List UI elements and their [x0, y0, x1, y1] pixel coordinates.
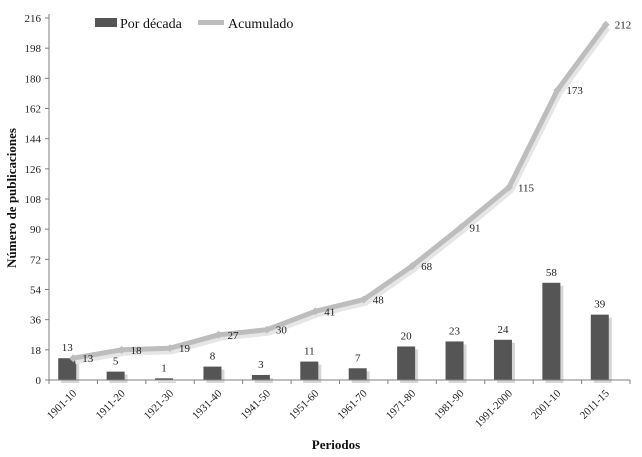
line-point [166, 344, 175, 353]
cumulative-value-label: 115 [518, 182, 535, 194]
y-tick-label: 144 [25, 134, 42, 146]
legend-label-line: Acumulado [228, 17, 293, 32]
y-tick-label: 180 [25, 73, 42, 85]
bar-value-label: 39 [594, 299, 606, 311]
bar [348, 368, 367, 380]
cumulative-value-label: 19 [179, 343, 191, 355]
y-axis-ticks: 0 18 36 54 72 90 108 126 144 162 180 198 216 [25, 13, 49, 387]
cumulative-line [70, 22, 609, 361]
cumulative-value-label: 27 [227, 330, 239, 342]
x-tick-label: 1981-90 [432, 387, 467, 422]
line-point [311, 307, 320, 316]
bar-value-label: 11 [304, 346, 315, 358]
line-series [69, 20, 611, 365]
bar-value-label: 7 [355, 352, 361, 364]
bar [155, 378, 174, 380]
x-tick-label: 1911-20 [94, 387, 128, 421]
x-tick-label: 1941-50 [239, 387, 274, 422]
bar [445, 341, 464, 380]
bar-value-label: 58 [546, 267, 558, 279]
cumulative-value-label: 13 [82, 353, 94, 365]
legend: Por década Acumulado [95, 17, 293, 32]
y-tick-label: 0 [36, 375, 42, 387]
bar [590, 314, 609, 380]
line-point [553, 86, 562, 95]
y-tick-label: 54 [30, 285, 42, 297]
line-point [456, 223, 465, 232]
legend-swatch-bars [95, 18, 117, 27]
y-axis-title: Número de publicaciones [4, 128, 19, 268]
y-tick-label: 216 [25, 13, 42, 25]
bar [542, 282, 561, 380]
bar [58, 358, 77, 380]
bar-value-label: 3 [258, 359, 264, 371]
bar [251, 374, 270, 380]
x-tick-label: 1921-30 [142, 387, 177, 422]
x-tick-label: 1991-2000 [473, 387, 516, 430]
cumulative-value-label: 91 [470, 222, 481, 234]
x-tick-label: 1951-60 [287, 387, 322, 422]
bar-value-label: 13 [62, 342, 74, 354]
x-tick-label: 1931-40 [190, 387, 225, 422]
cumulative-value-label: 30 [276, 325, 288, 337]
legend-label-bars: Por década [120, 17, 183, 32]
line-point [117, 345, 126, 354]
bar [493, 339, 512, 380]
x-axis-ticks: 1901-10 1911-20 1921-30 1931-40 1941-50 1951-… [45, 380, 631, 430]
y-tick-label: 198 [25, 43, 42, 55]
line-point [601, 20, 610, 29]
x-axis-title: Periodos [312, 437, 360, 452]
y-tick-label: 126 [25, 164, 42, 176]
line-point [359, 295, 368, 304]
cumulative-value-label: 173 [566, 85, 583, 97]
bar-value-label: 5 [113, 356, 119, 368]
bar [397, 346, 416, 380]
x-tick-label: 1971-80 [384, 387, 419, 422]
line-point [69, 354, 78, 363]
y-tick-label: 18 [30, 345, 42, 357]
bar [203, 366, 222, 380]
bar-series [58, 282, 612, 383]
bar-value-label: 23 [449, 325, 461, 337]
bar-value-label: 1 [161, 362, 167, 374]
line-point [408, 262, 417, 271]
bar-value-label: 24 [497, 324, 509, 336]
cumulative-value-label: 41 [324, 306, 335, 318]
y-tick-label: 90 [30, 224, 42, 236]
x-tick-label: 1961-70 [335, 387, 370, 422]
bar [106, 371, 125, 380]
bar-value-label: 8 [210, 351, 216, 363]
legend-swatch-line [198, 20, 224, 25]
bar-value-label: 20 [401, 330, 413, 342]
bar-shadow [158, 381, 177, 383]
bar [300, 361, 319, 380]
cumulative-value-label: 212 [615, 20, 632, 32]
cumulative-value-label: 48 [373, 295, 385, 307]
line-point [504, 183, 513, 192]
line-point [262, 325, 271, 334]
y-tick-label: 72 [30, 254, 41, 266]
y-tick-label: 162 [25, 104, 42, 116]
y-tick-label: 36 [30, 315, 42, 327]
x-tick-label: 2011-15 [578, 387, 612, 421]
cumulative-value-label: 68 [421, 261, 433, 273]
line-point [214, 330, 223, 339]
cumulative-value-label: 18 [131, 345, 143, 357]
y-tick-label: 108 [25, 194, 42, 206]
line-shadow [74, 25, 611, 365]
x-tick-label: 1901-10 [45, 387, 80, 422]
x-tick-label: 2001-10 [529, 387, 564, 422]
